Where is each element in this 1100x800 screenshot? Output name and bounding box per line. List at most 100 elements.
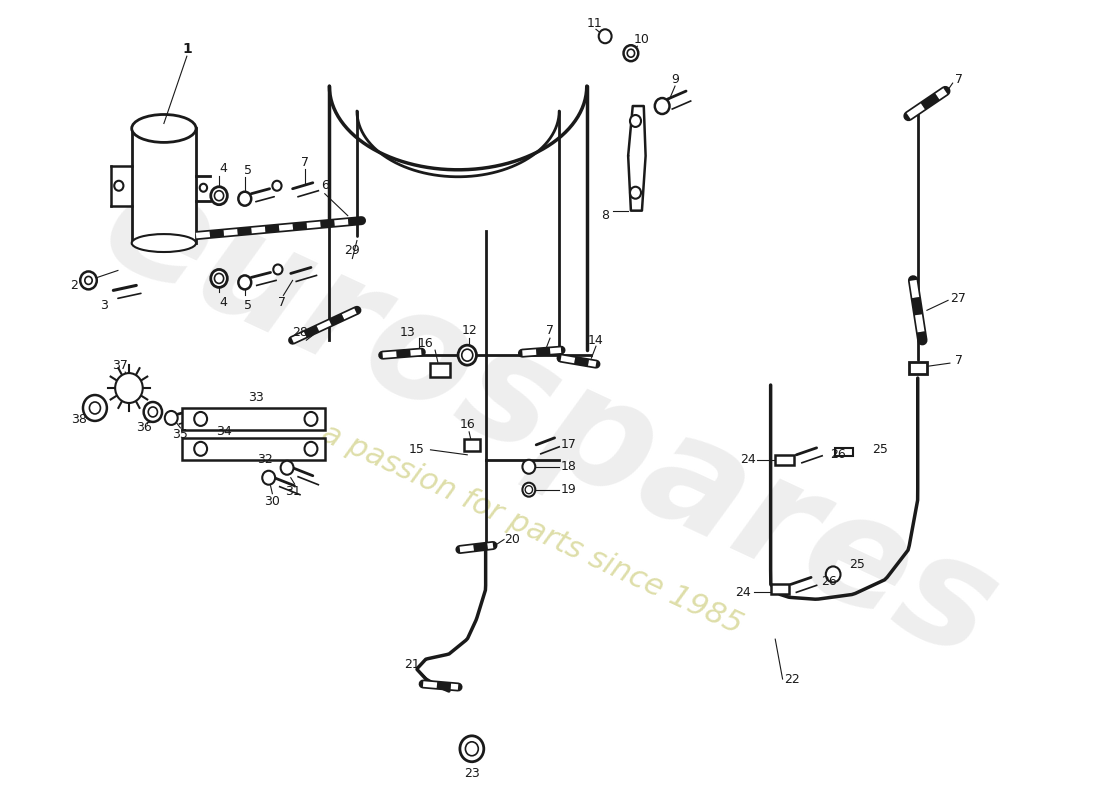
- Circle shape: [214, 190, 223, 201]
- Text: 23: 23: [464, 767, 480, 780]
- Text: 22: 22: [784, 673, 800, 686]
- Circle shape: [522, 482, 536, 497]
- Circle shape: [116, 373, 143, 403]
- Text: 2: 2: [70, 279, 78, 292]
- Text: 7: 7: [955, 73, 962, 86]
- Text: 15: 15: [409, 443, 425, 456]
- Text: 4: 4: [220, 162, 228, 175]
- Circle shape: [598, 30, 612, 43]
- Text: 7: 7: [277, 296, 286, 309]
- Text: 34: 34: [216, 426, 231, 438]
- Circle shape: [458, 345, 476, 365]
- Text: 1: 1: [182, 42, 191, 56]
- Bar: [463, 439, 480, 451]
- Circle shape: [239, 192, 251, 206]
- Text: 18: 18: [561, 460, 576, 474]
- Circle shape: [195, 442, 207, 456]
- Circle shape: [654, 98, 670, 114]
- Circle shape: [624, 46, 638, 61]
- Text: 5: 5: [244, 299, 253, 312]
- Circle shape: [195, 412, 207, 426]
- Circle shape: [80, 271, 97, 290]
- Circle shape: [82, 395, 107, 421]
- Text: 16: 16: [418, 337, 433, 350]
- Text: 25: 25: [872, 443, 888, 456]
- Bar: [771, 584, 789, 594]
- Bar: [132, 129, 196, 243]
- Text: 8: 8: [602, 209, 609, 222]
- Circle shape: [262, 470, 275, 485]
- Circle shape: [211, 186, 228, 205]
- Text: 30: 30: [264, 495, 280, 508]
- Circle shape: [144, 402, 162, 422]
- Text: 20: 20: [504, 533, 520, 546]
- Text: a passion for parts since 1985: a passion for parts since 1985: [317, 419, 747, 640]
- Circle shape: [89, 402, 100, 414]
- Circle shape: [200, 184, 207, 192]
- Text: 25: 25: [849, 558, 865, 571]
- Circle shape: [214, 274, 223, 283]
- Bar: [909, 362, 927, 374]
- Circle shape: [123, 382, 134, 394]
- Bar: [430, 363, 450, 377]
- Ellipse shape: [132, 234, 196, 252]
- Circle shape: [462, 349, 473, 361]
- Circle shape: [165, 411, 178, 425]
- Text: 13: 13: [399, 326, 416, 338]
- Circle shape: [630, 186, 641, 198]
- Text: 19: 19: [561, 483, 576, 496]
- Text: 35: 35: [173, 428, 188, 442]
- Circle shape: [465, 742, 478, 756]
- Text: 26: 26: [830, 448, 846, 462]
- Text: 3: 3: [100, 299, 108, 312]
- Text: 27: 27: [950, 292, 966, 305]
- Text: 6: 6: [321, 179, 329, 192]
- Text: 11: 11: [586, 17, 602, 30]
- Text: 10: 10: [634, 33, 650, 46]
- Circle shape: [273, 181, 282, 190]
- Text: 12: 12: [461, 324, 477, 337]
- Circle shape: [85, 277, 92, 285]
- Text: 21: 21: [404, 658, 420, 670]
- Bar: [183, 408, 324, 430]
- Text: 7: 7: [546, 324, 554, 337]
- Text: 36: 36: [135, 422, 152, 434]
- Text: 24: 24: [740, 454, 756, 466]
- Text: 9: 9: [671, 73, 679, 86]
- Circle shape: [630, 115, 641, 127]
- Circle shape: [460, 736, 484, 762]
- Text: 26: 26: [822, 575, 837, 588]
- Circle shape: [148, 407, 157, 417]
- Circle shape: [273, 265, 283, 274]
- Text: 24: 24: [735, 586, 751, 599]
- Text: 16: 16: [460, 418, 475, 431]
- Text: 38: 38: [72, 414, 87, 426]
- Circle shape: [627, 50, 635, 57]
- Circle shape: [280, 461, 294, 474]
- Text: 31: 31: [285, 485, 300, 498]
- Bar: [776, 455, 793, 465]
- Text: 14: 14: [588, 334, 604, 346]
- Circle shape: [114, 181, 123, 190]
- Text: 29: 29: [344, 244, 360, 257]
- Text: 37: 37: [112, 358, 128, 372]
- Text: 33: 33: [248, 390, 264, 403]
- Text: 17: 17: [561, 438, 576, 451]
- Circle shape: [522, 460, 536, 474]
- Text: 32: 32: [257, 454, 273, 466]
- Circle shape: [305, 442, 318, 456]
- Bar: [183, 438, 324, 460]
- Text: 7: 7: [300, 156, 308, 170]
- Text: 4: 4: [220, 296, 228, 309]
- Bar: [835, 448, 854, 456]
- Circle shape: [826, 566, 840, 582]
- Circle shape: [211, 270, 228, 287]
- Text: 5: 5: [244, 164, 253, 178]
- Ellipse shape: [132, 114, 196, 142]
- Circle shape: [239, 275, 251, 290]
- Text: eurospares: eurospares: [80, 148, 1020, 691]
- Circle shape: [305, 412, 318, 426]
- Circle shape: [525, 486, 532, 494]
- Text: 7: 7: [955, 354, 962, 366]
- Text: 28: 28: [292, 326, 308, 338]
